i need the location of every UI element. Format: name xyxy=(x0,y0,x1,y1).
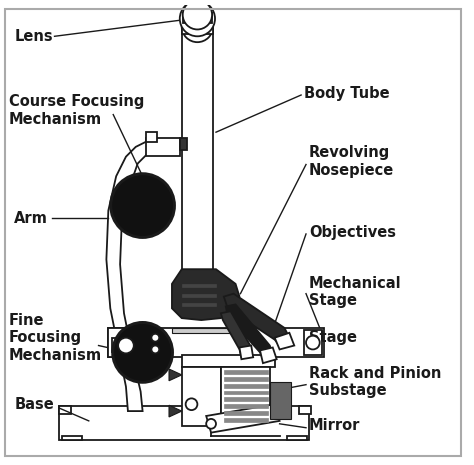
Bar xyxy=(112,338,140,352)
Text: Stage: Stage xyxy=(309,330,357,345)
Text: Rack and Pinion
Substage: Rack and Pinion Substage xyxy=(309,365,441,398)
Bar xyxy=(182,13,212,23)
Bar xyxy=(299,406,311,414)
Bar xyxy=(180,138,187,150)
Bar xyxy=(270,382,292,419)
Circle shape xyxy=(186,399,197,410)
Bar xyxy=(182,294,216,297)
Bar xyxy=(182,304,216,306)
Bar xyxy=(146,132,157,142)
Circle shape xyxy=(180,1,215,36)
Bar xyxy=(146,138,180,156)
Bar xyxy=(224,384,268,388)
Polygon shape xyxy=(169,369,182,381)
Bar xyxy=(109,328,147,357)
Text: Objectives: Objectives xyxy=(309,225,396,239)
Bar xyxy=(63,436,82,440)
Polygon shape xyxy=(239,345,253,359)
Bar xyxy=(182,284,216,287)
Polygon shape xyxy=(169,405,182,417)
Circle shape xyxy=(151,334,159,342)
Bar xyxy=(221,367,270,421)
Circle shape xyxy=(118,338,134,353)
Bar xyxy=(304,330,322,355)
Bar xyxy=(224,377,268,381)
Text: Course Focusing
Mechanism: Course Focusing Mechanism xyxy=(9,94,144,127)
Polygon shape xyxy=(106,142,159,411)
Bar xyxy=(224,398,268,401)
Polygon shape xyxy=(224,294,290,345)
Text: Arm: Arm xyxy=(14,211,48,226)
Polygon shape xyxy=(226,305,273,359)
Circle shape xyxy=(111,174,174,237)
Text: Lens: Lens xyxy=(14,29,53,44)
Bar xyxy=(182,27,213,271)
Bar xyxy=(172,328,255,333)
Bar xyxy=(182,367,221,426)
Bar xyxy=(109,328,324,357)
Polygon shape xyxy=(275,333,294,349)
Bar xyxy=(224,370,268,374)
Circle shape xyxy=(182,11,213,42)
Circle shape xyxy=(182,0,212,29)
Bar xyxy=(182,19,213,34)
Bar xyxy=(59,406,309,440)
Circle shape xyxy=(206,419,216,429)
Bar xyxy=(224,404,268,408)
Polygon shape xyxy=(221,311,251,357)
Text: Fine
Focusing
Mechanism: Fine Focusing Mechanism xyxy=(9,313,101,363)
Bar xyxy=(182,355,275,367)
Text: Base: Base xyxy=(14,397,54,412)
Circle shape xyxy=(306,336,320,349)
Text: Mechanical
Stage: Mechanical Stage xyxy=(309,275,401,308)
Bar xyxy=(224,411,268,415)
Bar xyxy=(59,406,71,414)
Circle shape xyxy=(151,345,159,353)
Polygon shape xyxy=(172,269,239,320)
Text: Mirror: Mirror xyxy=(309,418,360,433)
Polygon shape xyxy=(206,404,280,432)
Text: Body Tube: Body Tube xyxy=(304,86,390,100)
Bar xyxy=(287,436,307,440)
Polygon shape xyxy=(260,347,277,363)
Bar xyxy=(224,418,268,422)
Circle shape xyxy=(113,323,172,382)
Text: Revolving
Nosepiece: Revolving Nosepiece xyxy=(309,146,394,178)
Bar xyxy=(224,391,268,394)
